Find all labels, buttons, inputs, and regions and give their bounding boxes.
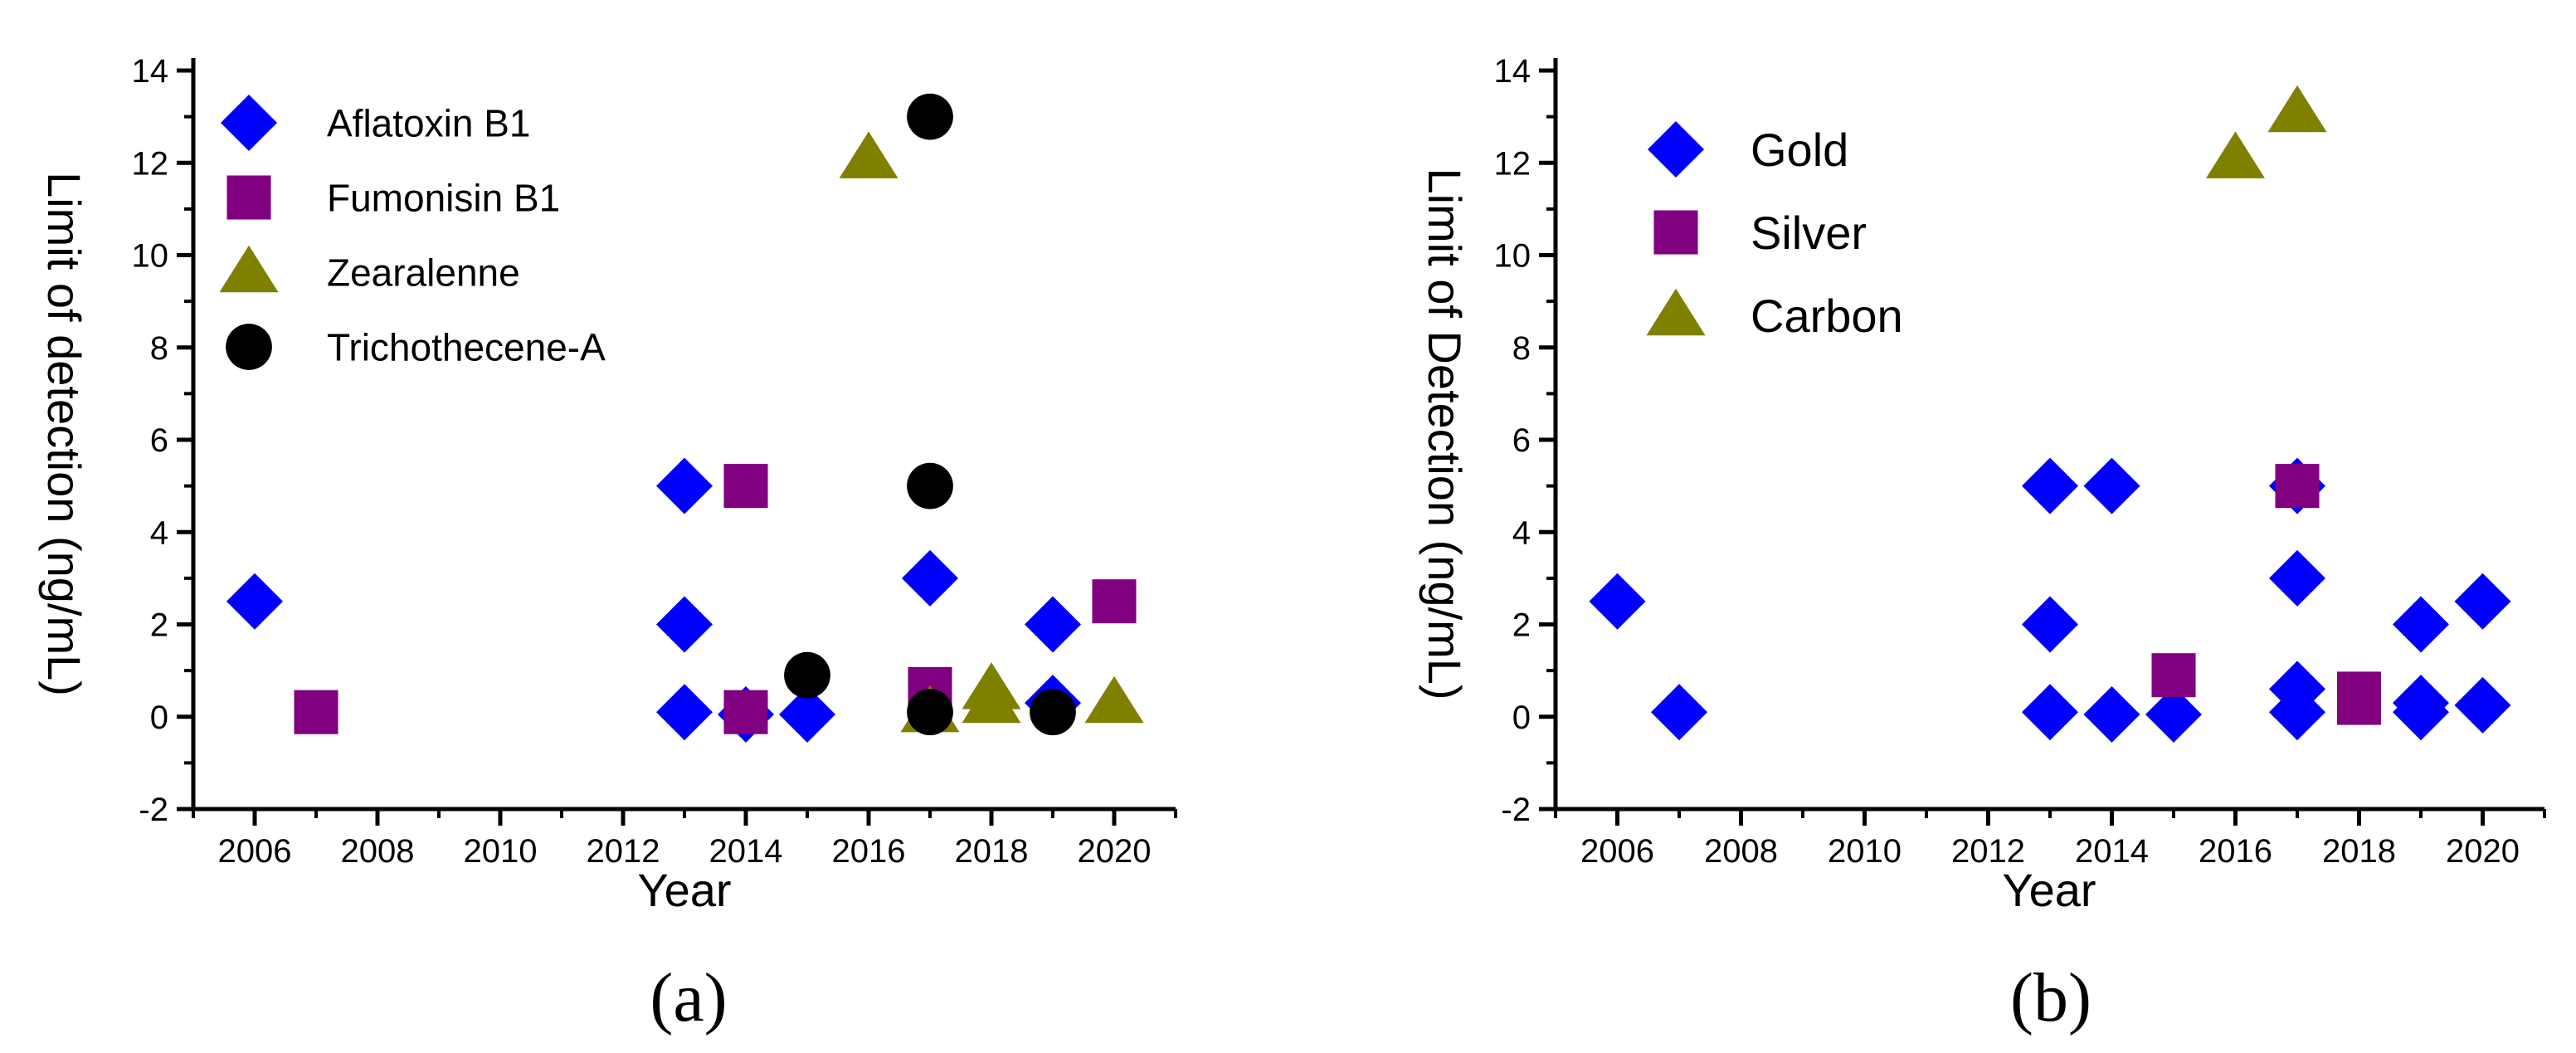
x-tick-label: 2010 xyxy=(464,833,538,870)
data-point-trichothecene-a xyxy=(1030,689,1076,736)
y-tick-label: 4 xyxy=(1512,514,1531,551)
y-tick-label: 8 xyxy=(1512,330,1531,367)
legend-label: Aflatoxin B1 xyxy=(327,102,530,145)
x-tick-label: 2020 xyxy=(1078,833,1152,870)
x-tick-label: 2014 xyxy=(709,833,783,870)
legend-marker-silver xyxy=(1653,210,1698,255)
legend-label: Fumonisin B1 xyxy=(327,177,560,220)
y-tick-label: -2 xyxy=(139,792,168,828)
y-tick-label: 10 xyxy=(1494,238,1531,275)
data-point-gold xyxy=(2393,684,2449,741)
data-point-aflatoxin-b1 xyxy=(656,596,713,653)
y-tick-label: 12 xyxy=(132,145,169,182)
panel-a-legend: Aflatoxin B1 Fumonisin B1 Zearalenne Tricho… xyxy=(219,95,606,370)
data-point-aflatoxin-b1 xyxy=(1025,596,1081,653)
panel-b-legend: Gold Silver Carbon xyxy=(1646,121,1903,342)
data-point-fumonisin-b1 xyxy=(723,690,768,734)
data-point-gold xyxy=(1589,573,1646,630)
data-point-aflatoxin-b1 xyxy=(902,549,958,607)
y-tick-label: 0 xyxy=(150,700,168,736)
data-point-fumonisin-b1 xyxy=(1092,579,1137,624)
legend-marker-aflatoxin-b1 xyxy=(221,95,277,151)
panel-a-chart: -2 0 2 4 6 8 10 12 14 2006 2008 2010 2012 2014 2016 20… xyxy=(38,53,1177,1036)
x-tick-label: 2014 xyxy=(2075,833,2149,870)
y-tick-label: 6 xyxy=(1512,422,1531,459)
data-point-zearalenne xyxy=(962,675,1021,724)
panel-a-y-title: Limit of detection (ng/mL) xyxy=(38,172,90,696)
data-point-gold xyxy=(2022,596,2078,653)
y-tick-label: 2 xyxy=(1512,607,1531,644)
y-tick-label: 10 xyxy=(132,238,169,275)
x-tick-label: 2012 xyxy=(587,833,660,870)
legend-marker-zearalenne xyxy=(219,245,279,293)
panel-a-label: (a) xyxy=(650,959,727,1036)
panel-b-label: (b) xyxy=(2010,959,2091,1036)
data-point-silver xyxy=(2151,653,2196,698)
x-tick-label: 2018 xyxy=(955,833,1029,870)
data-point-zearalenne xyxy=(839,131,898,178)
y-tick-label: 4 xyxy=(150,514,168,551)
data-point-gold xyxy=(2269,549,2325,607)
panel-b-y-title: Limit of Detection (ng/mL) xyxy=(1419,168,1471,700)
data-point-silver xyxy=(2275,464,2320,509)
legend-label: Gold xyxy=(1751,124,1848,176)
data-point-gold xyxy=(2454,676,2511,734)
y-tick-label: 2 xyxy=(150,607,168,644)
legend-marker-trichothecene-a xyxy=(226,324,272,370)
legend-label: Carbon xyxy=(1751,290,1903,342)
x-tick-label: 2006 xyxy=(218,833,292,870)
legend-marker-gold xyxy=(1648,121,1704,178)
data-point-carbon xyxy=(2205,131,2266,178)
data-point-gold xyxy=(2022,684,2078,741)
legend-label: Trichothecene-A xyxy=(327,326,606,369)
legend-marker-carbon xyxy=(1646,288,1706,336)
data-point-trichothecene-a xyxy=(784,651,830,699)
data-point-gold xyxy=(2083,685,2140,743)
y-tick-label: 14 xyxy=(132,53,169,90)
data-point-trichothecene-a xyxy=(907,462,953,509)
data-point-gold xyxy=(2145,685,2202,743)
y-tick-label: 0 xyxy=(1512,700,1531,736)
y-tick-label: 6 xyxy=(150,422,168,459)
data-point-aflatoxin-b1 xyxy=(656,457,713,514)
data-point-gold xyxy=(1651,684,1707,741)
y-tick-label: 8 xyxy=(150,330,168,367)
data-point-aflatoxin-b1 xyxy=(779,685,835,743)
data-point-carbon xyxy=(2267,85,2327,133)
data-point-trichothecene-a xyxy=(907,689,953,736)
y-tick-label: 14 xyxy=(1494,53,1531,90)
data-point-gold xyxy=(2454,573,2511,630)
data-point-gold xyxy=(2022,457,2078,514)
legend-label: Zearalenne xyxy=(327,251,520,295)
data-point-aflatoxin-b1 xyxy=(656,684,713,741)
x-tick-label: 2012 xyxy=(1951,833,2025,870)
x-tick-label: 2006 xyxy=(1580,833,1654,870)
x-tick-label: 2018 xyxy=(2322,833,2396,870)
x-tick-label: 2008 xyxy=(1704,833,1778,870)
panel-a-x-title: Year xyxy=(637,864,731,916)
data-point-zearalenne xyxy=(1084,675,1144,724)
data-point-gold xyxy=(2083,457,2140,514)
data-point-fumonisin-b1 xyxy=(294,690,338,734)
data-point-trichothecene-a xyxy=(907,93,953,140)
panel-b-x-title: Year xyxy=(2002,864,2096,916)
x-tick-label: 2016 xyxy=(2199,833,2272,870)
data-point-gold xyxy=(2393,596,2449,653)
data-point-fumonisin-b1 xyxy=(723,464,768,509)
y-tick-label: -2 xyxy=(1501,792,1531,828)
x-tick-label: 2020 xyxy=(2446,833,2520,870)
x-tick-label: 2016 xyxy=(832,833,906,870)
legend-marker-fumonisin-b1 xyxy=(226,175,271,220)
legend-label: Silver xyxy=(1751,207,1867,259)
data-point-silver xyxy=(2336,680,2382,725)
data-point-gold xyxy=(2269,684,2325,741)
x-tick-label: 2010 xyxy=(1828,833,1902,870)
x-tick-label: 2008 xyxy=(341,833,415,870)
data-point-aflatoxin-b1 xyxy=(226,573,283,630)
y-tick-label: 12 xyxy=(1494,145,1531,182)
panel-b-chart: -2 0 2 4 6 8 10 12 14 2006 2008 2010 2012 2014 2016 20… xyxy=(1419,53,2546,1036)
